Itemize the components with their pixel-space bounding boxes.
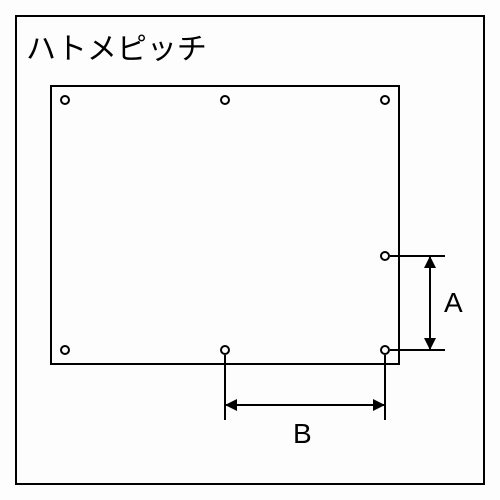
dim-a-arrow-top [424,256,436,268]
eyelet [60,345,70,355]
dim-b-label: B [293,418,312,450]
dim-a-ext-bottom [390,349,445,351]
eyelet [60,95,70,105]
dim-a-label: A [444,287,463,319]
eyelet [380,95,390,105]
eyelet [220,95,230,105]
dim-b-arrow-left [225,399,237,411]
dim-b-arrow-right [373,399,385,411]
dim-a-line [429,256,431,350]
dim-a-arrow-bottom [424,338,436,350]
dim-b-line [225,404,385,406]
eyelet [220,345,230,355]
diagram-title: ハトメピッチ [26,24,207,68]
sheet-rect [50,85,400,365]
eyelet [380,251,390,261]
dim-a-ext-top [390,255,445,257]
eyelet [380,345,390,355]
